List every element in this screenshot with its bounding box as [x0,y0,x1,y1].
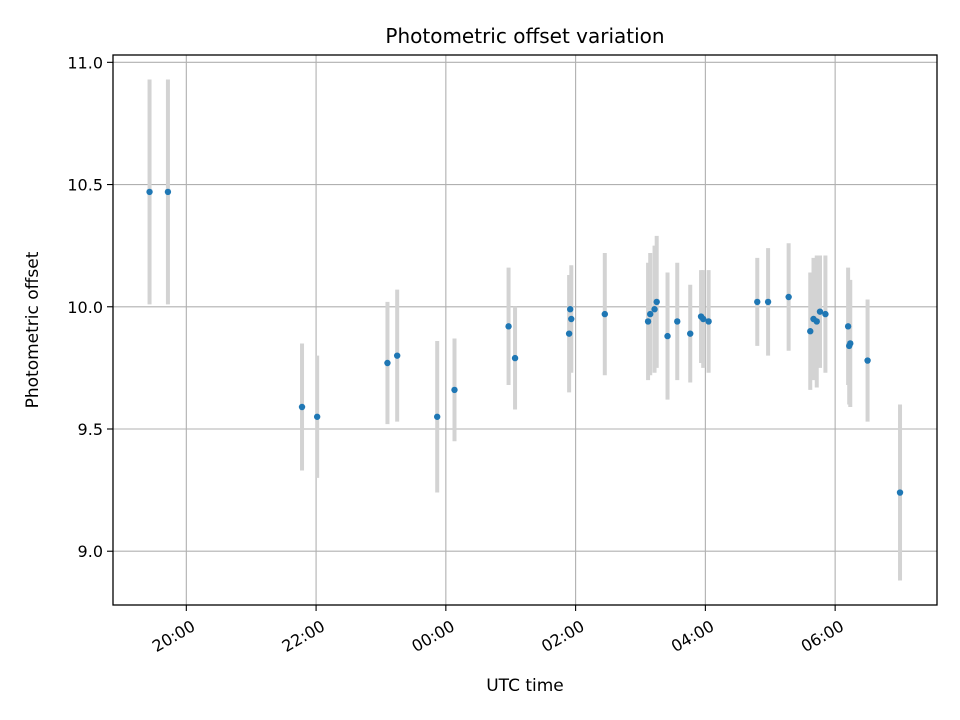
data-point [511,354,519,362]
data-point [764,298,772,306]
data-point [785,293,792,301]
data-point [651,306,658,313]
y-tick-label: 11.0 [67,53,103,72]
data-point [816,308,824,315]
y-tick-label: 10.0 [67,298,103,317]
x-tick-label: 04:00 [668,616,717,656]
data-point [451,386,458,394]
data-point [813,318,820,325]
chart-title: Photometric offset variation [385,24,664,48]
error-bars [147,79,903,581]
y-tick-label: 10.5 [67,176,103,195]
data-point [864,357,871,364]
x-tick-label: 22:00 [279,616,328,656]
x-tick-label: 06:00 [798,616,847,656]
data-point [664,332,671,340]
data-point [384,359,391,367]
data-point [298,403,306,411]
data-point [653,298,660,306]
x-tick-label: 00:00 [408,616,457,656]
data-point [568,315,575,323]
data-point [647,310,654,318]
data-point [674,318,681,325]
x-tick-label: 20:00 [149,616,198,656]
data-point [565,330,573,337]
data-point [807,328,814,335]
grid-lines [113,55,937,605]
data-point [700,315,707,323]
data-point [822,310,829,318]
data-point [896,489,904,496]
data-point [644,318,652,325]
data-point [567,306,574,313]
x-tick-label: 02:00 [538,616,587,656]
data-point [505,323,512,330]
y-tick-label: 9.0 [78,542,103,561]
x-axis-label: UTC time [486,676,564,696]
data-points [146,188,904,496]
data-point [601,310,609,318]
data-point [754,298,761,306]
data-point [164,188,172,196]
data-point [146,188,153,196]
data-point [313,413,321,420]
data-point [705,318,712,325]
data-point [844,323,852,330]
y-axis-label: Photometric offset [23,251,43,408]
data-point [687,330,694,337]
data-point [847,340,854,347]
data-point [393,352,401,359]
plot-frame [112,54,938,606]
y-tick-label: 9.5 [78,420,103,439]
data-point [433,413,441,420]
axes: 20:00 22:00 00:00 02:00 04:00 06:00 9.0 9.5 10.0… [67,53,847,656]
